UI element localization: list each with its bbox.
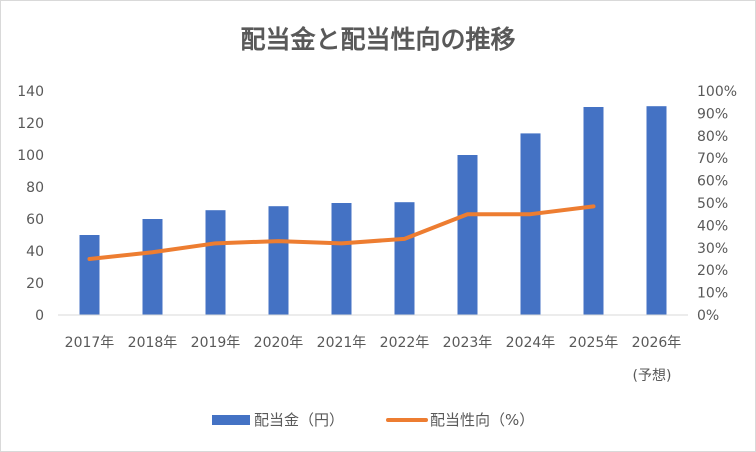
right-tick-label: 20% (697, 263, 728, 279)
dividend-bars (79, 106, 667, 315)
left-tick-label: 80 (26, 180, 44, 196)
dividend-bar (457, 155, 478, 315)
right-tick-label: 80% (697, 129, 728, 145)
x-tick-label: 2019年 (191, 335, 241, 351)
legend-label-dividend: 配当金（円） (254, 411, 344, 429)
right-tick-label: 50% (697, 196, 728, 212)
right-tick-label: 70% (697, 151, 728, 167)
dividend-bar (394, 202, 415, 315)
payout-ratio-line-layer (87, 204, 596, 261)
x-tick-label: 2025年 (569, 335, 619, 351)
dividend-bar (520, 133, 541, 315)
x-tick-label: 2026年 (632, 335, 682, 351)
x-tick-label: 2024年 (506, 335, 556, 351)
legend-label-payout-ratio: 配当性向（%） (430, 411, 534, 429)
left-tick-label: 20 (26, 276, 44, 292)
x-tick-label: 2022年 (380, 335, 430, 351)
left-tick-label: 40 (26, 244, 44, 260)
left-tick-label: 0 (35, 308, 44, 324)
right-tick-label: 100% (697, 84, 737, 100)
category-note-2026: (予想) (633, 368, 672, 384)
dividend-bar (142, 219, 163, 315)
dividend-bar (79, 235, 100, 315)
right-tick-label: 30% (697, 241, 728, 257)
legend-swatch-bar (212, 415, 250, 425)
right-tick-label: 90% (697, 106, 728, 122)
right-tick-label: 60% (697, 174, 728, 190)
left-tick-label: 100 (17, 148, 44, 164)
left-tick-label: 120 (17, 116, 44, 132)
left-tick-label: 140 (17, 84, 44, 100)
x-tick-label: 2018年 (128, 335, 178, 351)
payout-ratio-line (87, 204, 596, 261)
x-tick-label: 2017年 (65, 335, 115, 351)
right-tick-label: 10% (697, 286, 728, 302)
chart-title: 配当金と配当性向の推移 (240, 25, 515, 54)
dividend-bar (331, 203, 352, 315)
right-axis-ticks: 0% 10% 20% 30% 40% 50% 60% 70% 80% 90% 100% (697, 84, 737, 324)
x-tick-label: 2020年 (254, 335, 304, 351)
right-tick-label: 0% (697, 308, 719, 324)
x-axis-labels: 2017年 2018年 2019年 2020年 2021年 2022年 2023年 2024年… (65, 335, 682, 351)
dividend-bar (646, 106, 667, 315)
left-axis-ticks: 0 20 40 60 80 100 120 140 (17, 84, 44, 324)
dividend-bar (583, 107, 604, 315)
x-tick-label: 2021年 (317, 335, 367, 351)
left-tick-label: 60 (26, 212, 44, 228)
dividend-bar (205, 210, 226, 315)
x-tick-label: 2023年 (443, 335, 493, 351)
legend: 配当金（円） 配当性向（%） (212, 411, 534, 429)
dividend-bar (268, 206, 289, 315)
right-tick-label: 40% (697, 218, 728, 234)
